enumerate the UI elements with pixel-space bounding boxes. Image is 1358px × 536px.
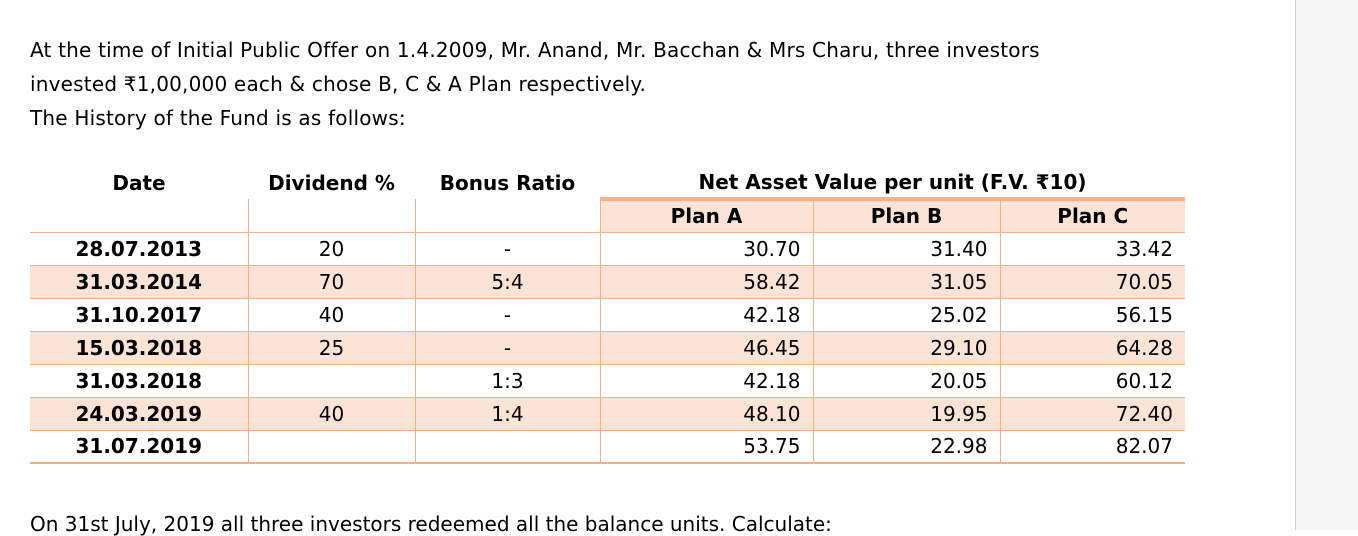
header-plan-c: Plan C <box>999 197 1185 232</box>
plan-a-cell: 48.10 <box>599 396 813 430</box>
table-row: 15.03.2018 25-46.45 29.10 64.28 <box>30 330 1185 364</box>
table-row: 31.03.2018 1:3 42.18 20.05 60.12 <box>30 363 1185 397</box>
bonus-cell: 1:4 <box>414 396 600 430</box>
fund-history-table: Date Dividend % Bonus Ratio Net Asset Va… <box>30 166 1185 464</box>
date-cell: 31.07.2019 <box>30 429 248 464</box>
intro-paragraph: At the time of Initial Public Offer on 1… <box>30 33 1040 135</box>
plan-a-cell: 42.18 <box>599 297 813 331</box>
intro-line: invested ₹1,00,000 each & chose B, C & A… <box>30 72 647 96</box>
table-row: 31.03.2014 70 5:4 58.42 31.05 70.05 <box>30 264 1185 298</box>
dividend-cell: 40 <box>247 396 415 430</box>
date-cell: 31.03.2014 <box>30 264 248 298</box>
header-plan-b: Plan B <box>812 197 1000 232</box>
plan-a-cell: 42.18 <box>599 363 813 397</box>
header-date: Date <box>112 170 166 195</box>
side-panel <box>1295 0 1358 530</box>
intro-line: The History of the Fund is as follows: <box>30 106 406 130</box>
header-bonus: Bonus Ratio <box>439 170 576 195</box>
plan-c-cell: 82.07 <box>999 429 1185 464</box>
bonus-cell: 1:3 <box>414 363 600 397</box>
date-cell: 24.03.2019 <box>30 396 248 430</box>
dividend-cell: 40 <box>247 297 415 331</box>
bonus-cell <box>414 429 600 464</box>
plan-c-cell: 56.15 <box>999 297 1185 331</box>
plan-c-cell: 70.05 <box>999 264 1185 298</box>
date-cell: 15.03.2018 <box>30 330 248 364</box>
dividend-cell <box>247 363 415 397</box>
dividend-cell: 70 <box>247 264 415 298</box>
bonus-cell: - <box>414 231 600 265</box>
plan-b-cell: 19.95 <box>812 396 1000 430</box>
date-cell: 31.03.2018 <box>30 363 248 397</box>
plan-c-cell: 64.28 <box>999 330 1185 364</box>
plan-b-cell: 29.10 <box>812 330 1000 364</box>
header-dividend: Dividend % <box>268 170 395 195</box>
plan-c-cell: 60.12 <box>999 363 1185 397</box>
table-row: 24.03.2019 40 1:4 48.10 19.95 72.40 <box>30 396 1185 430</box>
bonus-cell: - <box>414 297 600 331</box>
bonus-cell: - <box>414 330 600 364</box>
plan-b-cell: 31.40 <box>812 231 1000 265</box>
intro-line: At the time of Initial Public Offer on 1… <box>30 38 1040 62</box>
footer-text: On 31st July, 2019 all three investors r… <box>30 512 832 536</box>
table-row: 31.07.2019 53.75 22.98 82.07 <box>30 429 1185 464</box>
plan-c-cell: 33.42 <box>999 231 1185 265</box>
date-cell: 31.10.2017 <box>30 297 248 331</box>
plan-a-cell: 58.42 <box>599 264 813 298</box>
plan-c-cell: 72.40 <box>999 396 1185 430</box>
dividend-cell: 20 <box>247 231 415 265</box>
plan-b-cell: 20.05 <box>812 363 1000 397</box>
table-row: 28.07.2013 20-30.70 31.40 33.42 <box>30 231 1185 265</box>
plan-a-cell: 53.75 <box>599 429 813 464</box>
date-cell: 28.07.2013 <box>30 231 248 265</box>
dividend-cell: 25 <box>247 330 415 364</box>
plan-b-cell: 31.05 <box>812 264 1000 298</box>
bonus-cell: 5:4 <box>414 264 600 298</box>
plan-a-cell: 30.70 <box>599 231 813 265</box>
plan-b-cell: 22.98 <box>812 429 1000 464</box>
plan-a-cell: 46.45 <box>599 330 813 364</box>
table-row: 31.10.2017 40-42.18 25.02 56.15 <box>30 297 1185 331</box>
header-plan-a: Plan A <box>599 197 813 232</box>
dividend-cell <box>247 429 415 464</box>
header-nav: Net Asset Value per unit (F.V. ₹10) <box>698 169 1087 194</box>
plan-b-cell: 25.02 <box>812 297 1000 331</box>
